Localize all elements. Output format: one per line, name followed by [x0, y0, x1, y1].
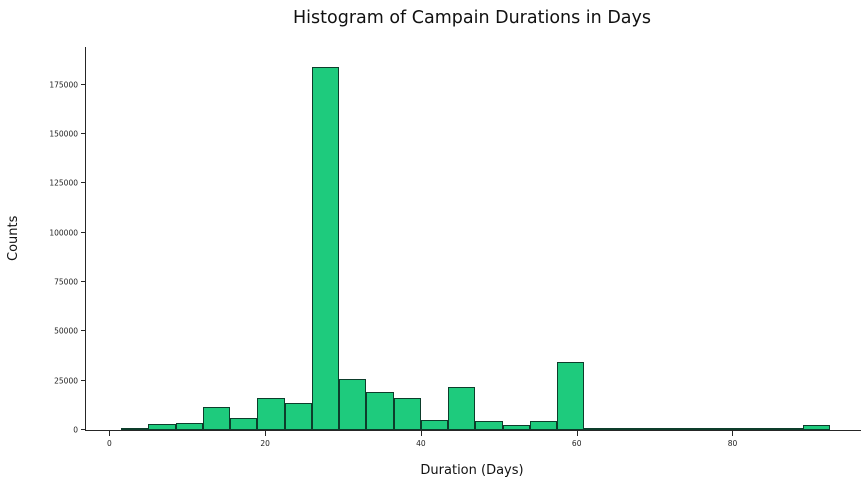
- y-tick-mark: [81, 379, 86, 381]
- histogram-bar: [393, 398, 421, 430]
- histogram-bar: [775, 428, 803, 430]
- y-tick-label: 125000: [49, 178, 78, 188]
- histogram-bar: [666, 428, 694, 430]
- y-tick-mark: [81, 330, 86, 332]
- histogram-bar: [584, 428, 612, 430]
- chart-title: Histogram of Campain Durations in Days: [293, 8, 651, 28]
- x-tick-label: 80: [727, 439, 738, 448]
- y-tick-mark: [81, 182, 86, 184]
- histogram-bar: [284, 403, 312, 430]
- x-tick-mark: [265, 431, 267, 436]
- histogram-bar: [311, 66, 340, 430]
- y-tick-mark: [81, 132, 86, 134]
- histogram-bar: [557, 361, 585, 430]
- histogram-bar: [420, 420, 449, 430]
- histogram-bar: [475, 421, 503, 430]
- histogram-bar: [802, 425, 830, 430]
- histogram-bar: [175, 422, 203, 430]
- x-tick-label: 20: [260, 439, 270, 448]
- y-tick-mark: [81, 231, 86, 233]
- plot-area: 0 25000 50000 75000 100000 125000 150000 175000…: [49, 47, 861, 448]
- y-tick-label: 100000: [49, 228, 78, 238]
- histogram-bar: [339, 378, 367, 430]
- histogram-bar: [230, 418, 258, 430]
- y-tick-label: 175000: [49, 80, 78, 90]
- histogram-bar: [257, 398, 285, 430]
- x-tick-mark: [576, 431, 578, 436]
- x-tick-mark: [420, 431, 422, 436]
- histogram-bar: [639, 428, 667, 430]
- x-tick-label: 60: [571, 439, 582, 448]
- histogram-bar: [720, 428, 749, 430]
- histogram-bar: [502, 425, 530, 430]
- y-tick-label: 25000: [54, 376, 78, 386]
- histogram-bar: [611, 428, 639, 430]
- histogram-bar: [748, 428, 776, 430]
- histogram-bar: [366, 391, 394, 430]
- histogram-bar: [448, 386, 476, 430]
- y-tick-label: 0: [73, 425, 78, 435]
- histogram-bar: [693, 428, 721, 430]
- y-tick-mark: [81, 280, 86, 282]
- x-tick-mark: [732, 431, 734, 436]
- histogram-bar: [148, 423, 176, 430]
- y-axis-label: Counts: [6, 215, 21, 262]
- histogram-bar: [202, 407, 231, 430]
- x-axis-label: Duration (Days): [420, 463, 524, 478]
- x-tick-mark: [109, 431, 111, 436]
- y-tick-label: 150000: [49, 129, 78, 139]
- y-tick-label: 50000: [54, 326, 78, 336]
- histogram-bar: [121, 428, 149, 430]
- y-tick-mark: [81, 83, 86, 85]
- x-tick-label: 0: [106, 439, 112, 448]
- x-tick-label: 40: [416, 439, 426, 448]
- y-tick-mark: [81, 429, 86, 430]
- y-tick-label: 75000: [54, 277, 78, 287]
- histogram-bar: [529, 421, 558, 430]
